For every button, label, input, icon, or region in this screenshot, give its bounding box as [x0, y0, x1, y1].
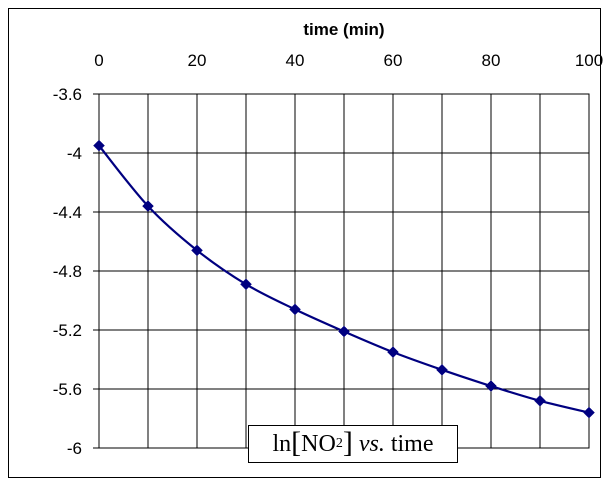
title-species: NO — [301, 430, 336, 457]
x-tick-label: 100 — [575, 51, 603, 70]
x-tick-label: 40 — [286, 51, 305, 70]
chart-frame — [8, 8, 601, 478]
data-point — [191, 244, 203, 257]
x-tick-labels: 0 20 40 60 80 100 — [94, 51, 603, 70]
title-fn: ln — [272, 430, 292, 457]
x-tick-label: 0 — [94, 51, 103, 70]
x-tick-label: 80 — [482, 51, 501, 70]
data-point — [387, 346, 399, 358]
y-tick-label: -3.6 — [53, 85, 82, 104]
y-tick-label: -4.8 — [53, 262, 82, 281]
x-axis-title: time (min) — [303, 20, 384, 39]
data-point — [289, 303, 301, 316]
chart-title: ln [ NO 2 ] vs. time — [248, 425, 458, 463]
y-tick-label: -4.4 — [53, 203, 82, 222]
y-tick-labels: -3.6 -4 -4.4 -4.8 -5.2 -5.6 -6 — [53, 85, 82, 458]
title-subscript: 2 — [335, 436, 343, 451]
x-tick-label: 20 — [188, 51, 207, 70]
title-open-bracket: [ — [291, 426, 302, 459]
y-tick-label: -5.6 — [53, 380, 82, 399]
grid — [93, 93, 590, 449]
series-layer — [93, 139, 595, 419]
data-point — [436, 363, 448, 376]
data-point — [142, 200, 154, 212]
data-point — [338, 325, 350, 338]
data-point — [93, 139, 105, 152]
y-tick-label: -5.2 — [53, 321, 82, 340]
y-tick-label: -4 — [67, 144, 82, 163]
y-tick-label: -6 — [67, 439, 82, 458]
data-point — [240, 278, 252, 291]
data-point — [485, 380, 497, 392]
title-close-bracket: ] — [342, 426, 353, 459]
title-word: time — [390, 430, 434, 457]
title-vs: vs. — [358, 430, 385, 457]
data-point — [583, 406, 595, 419]
data-point — [534, 394, 546, 407]
x-tick-label: 60 — [384, 51, 403, 70]
